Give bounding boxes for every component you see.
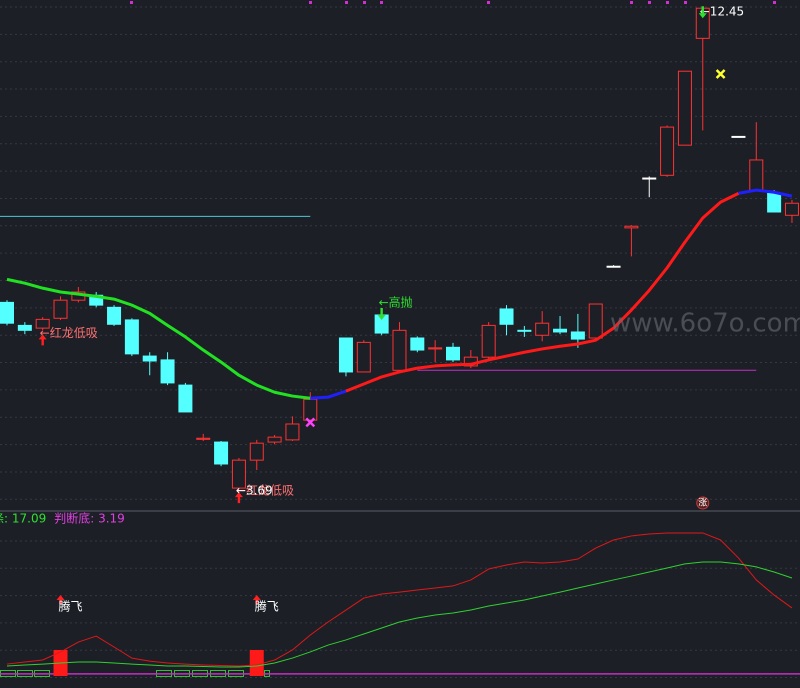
- candle-body: [570, 331, 585, 340]
- arrow: [38, 334, 47, 346]
- watermark: www.6o7o.com: [610, 309, 800, 339]
- line: [6, 561, 793, 668]
- candle-body: [107, 306, 122, 325]
- candle-body: [267, 436, 282, 443]
- arrow: [252, 595, 261, 604]
- candle-body: [303, 398, 318, 421]
- candle-body: [624, 225, 639, 229]
- line: [6, 532, 793, 667]
- candle-body: [499, 308, 514, 325]
- annotation: ←12.45: [700, 5, 744, 19]
- line: [310, 389, 347, 400]
- candle-body: [535, 322, 550, 336]
- legend-entry: 判断底: 3.19: [54, 511, 125, 526]
- signal-label: 腾飞: [255, 599, 279, 614]
- candle-body: [410, 337, 425, 351]
- candle-body: [0, 301, 14, 324]
- candle-body: [196, 437, 211, 440]
- candle-body: [160, 359, 175, 384]
- candle-body: [249, 442, 264, 461]
- annotation: ←红龙低吸: [40, 325, 98, 340]
- candle-body: [677, 70, 692, 146]
- candle-body: [749, 159, 764, 191]
- annotation: ←红龙低吸: [236, 483, 294, 498]
- price-panel: ←红龙低吸←红龙低吸←3.69←高抛←12.45: [0, 5, 800, 504]
- candle-body: [392, 329, 407, 371]
- candle-body: [35, 318, 50, 329]
- signal-dots: [130, 1, 776, 4]
- badge: [696, 496, 710, 510]
- candle-body: [428, 347, 443, 350]
- arrow: [377, 308, 386, 321]
- arrow: [56, 595, 65, 604]
- legend-entry: 涤: 17.09: [0, 512, 46, 526]
- line: [6, 277, 311, 400]
- arrow: [234, 492, 243, 504]
- candle-body: [660, 126, 675, 176]
- candle-body: [142, 355, 157, 362]
- candle-body: [481, 324, 496, 358]
- indicator-panel: 腾飞 腾飞 涤: 17.09 判断底: 3.19: [0, 511, 800, 678]
- signal-bar: [249, 649, 264, 677]
- candle-body: [553, 328, 568, 333]
- candle-body: [731, 135, 746, 138]
- candle-body: [338, 337, 353, 373]
- marker: [305, 417, 316, 428]
- annotation: ←3.69: [236, 484, 273, 498]
- candle-body: [446, 346, 460, 361]
- candle-body: [124, 319, 139, 355]
- candle-body: [53, 299, 68, 319]
- candle-body: [17, 324, 32, 331]
- candle-body: [285, 423, 300, 441]
- candle-body: [356, 341, 371, 373]
- candle-body: [642, 177, 657, 180]
- candle-body: [231, 459, 246, 489]
- candle-body: [178, 384, 193, 413]
- badge-text: 涨: [698, 498, 707, 509]
- marker: [715, 69, 726, 79]
- line: [738, 188, 793, 198]
- annotation: ←高抛: [379, 295, 413, 310]
- candle-body: [767, 192, 782, 213]
- line: [345, 192, 740, 393]
- signal-label: 腾飞: [59, 599, 83, 614]
- candle-body: [214, 441, 229, 465]
- candle-body: [517, 329, 532, 332]
- candle-body: [784, 202, 799, 216]
- candle-body: [606, 265, 621, 268]
- arrow: [698, 6, 707, 19]
- candle-body: [588, 303, 603, 339]
